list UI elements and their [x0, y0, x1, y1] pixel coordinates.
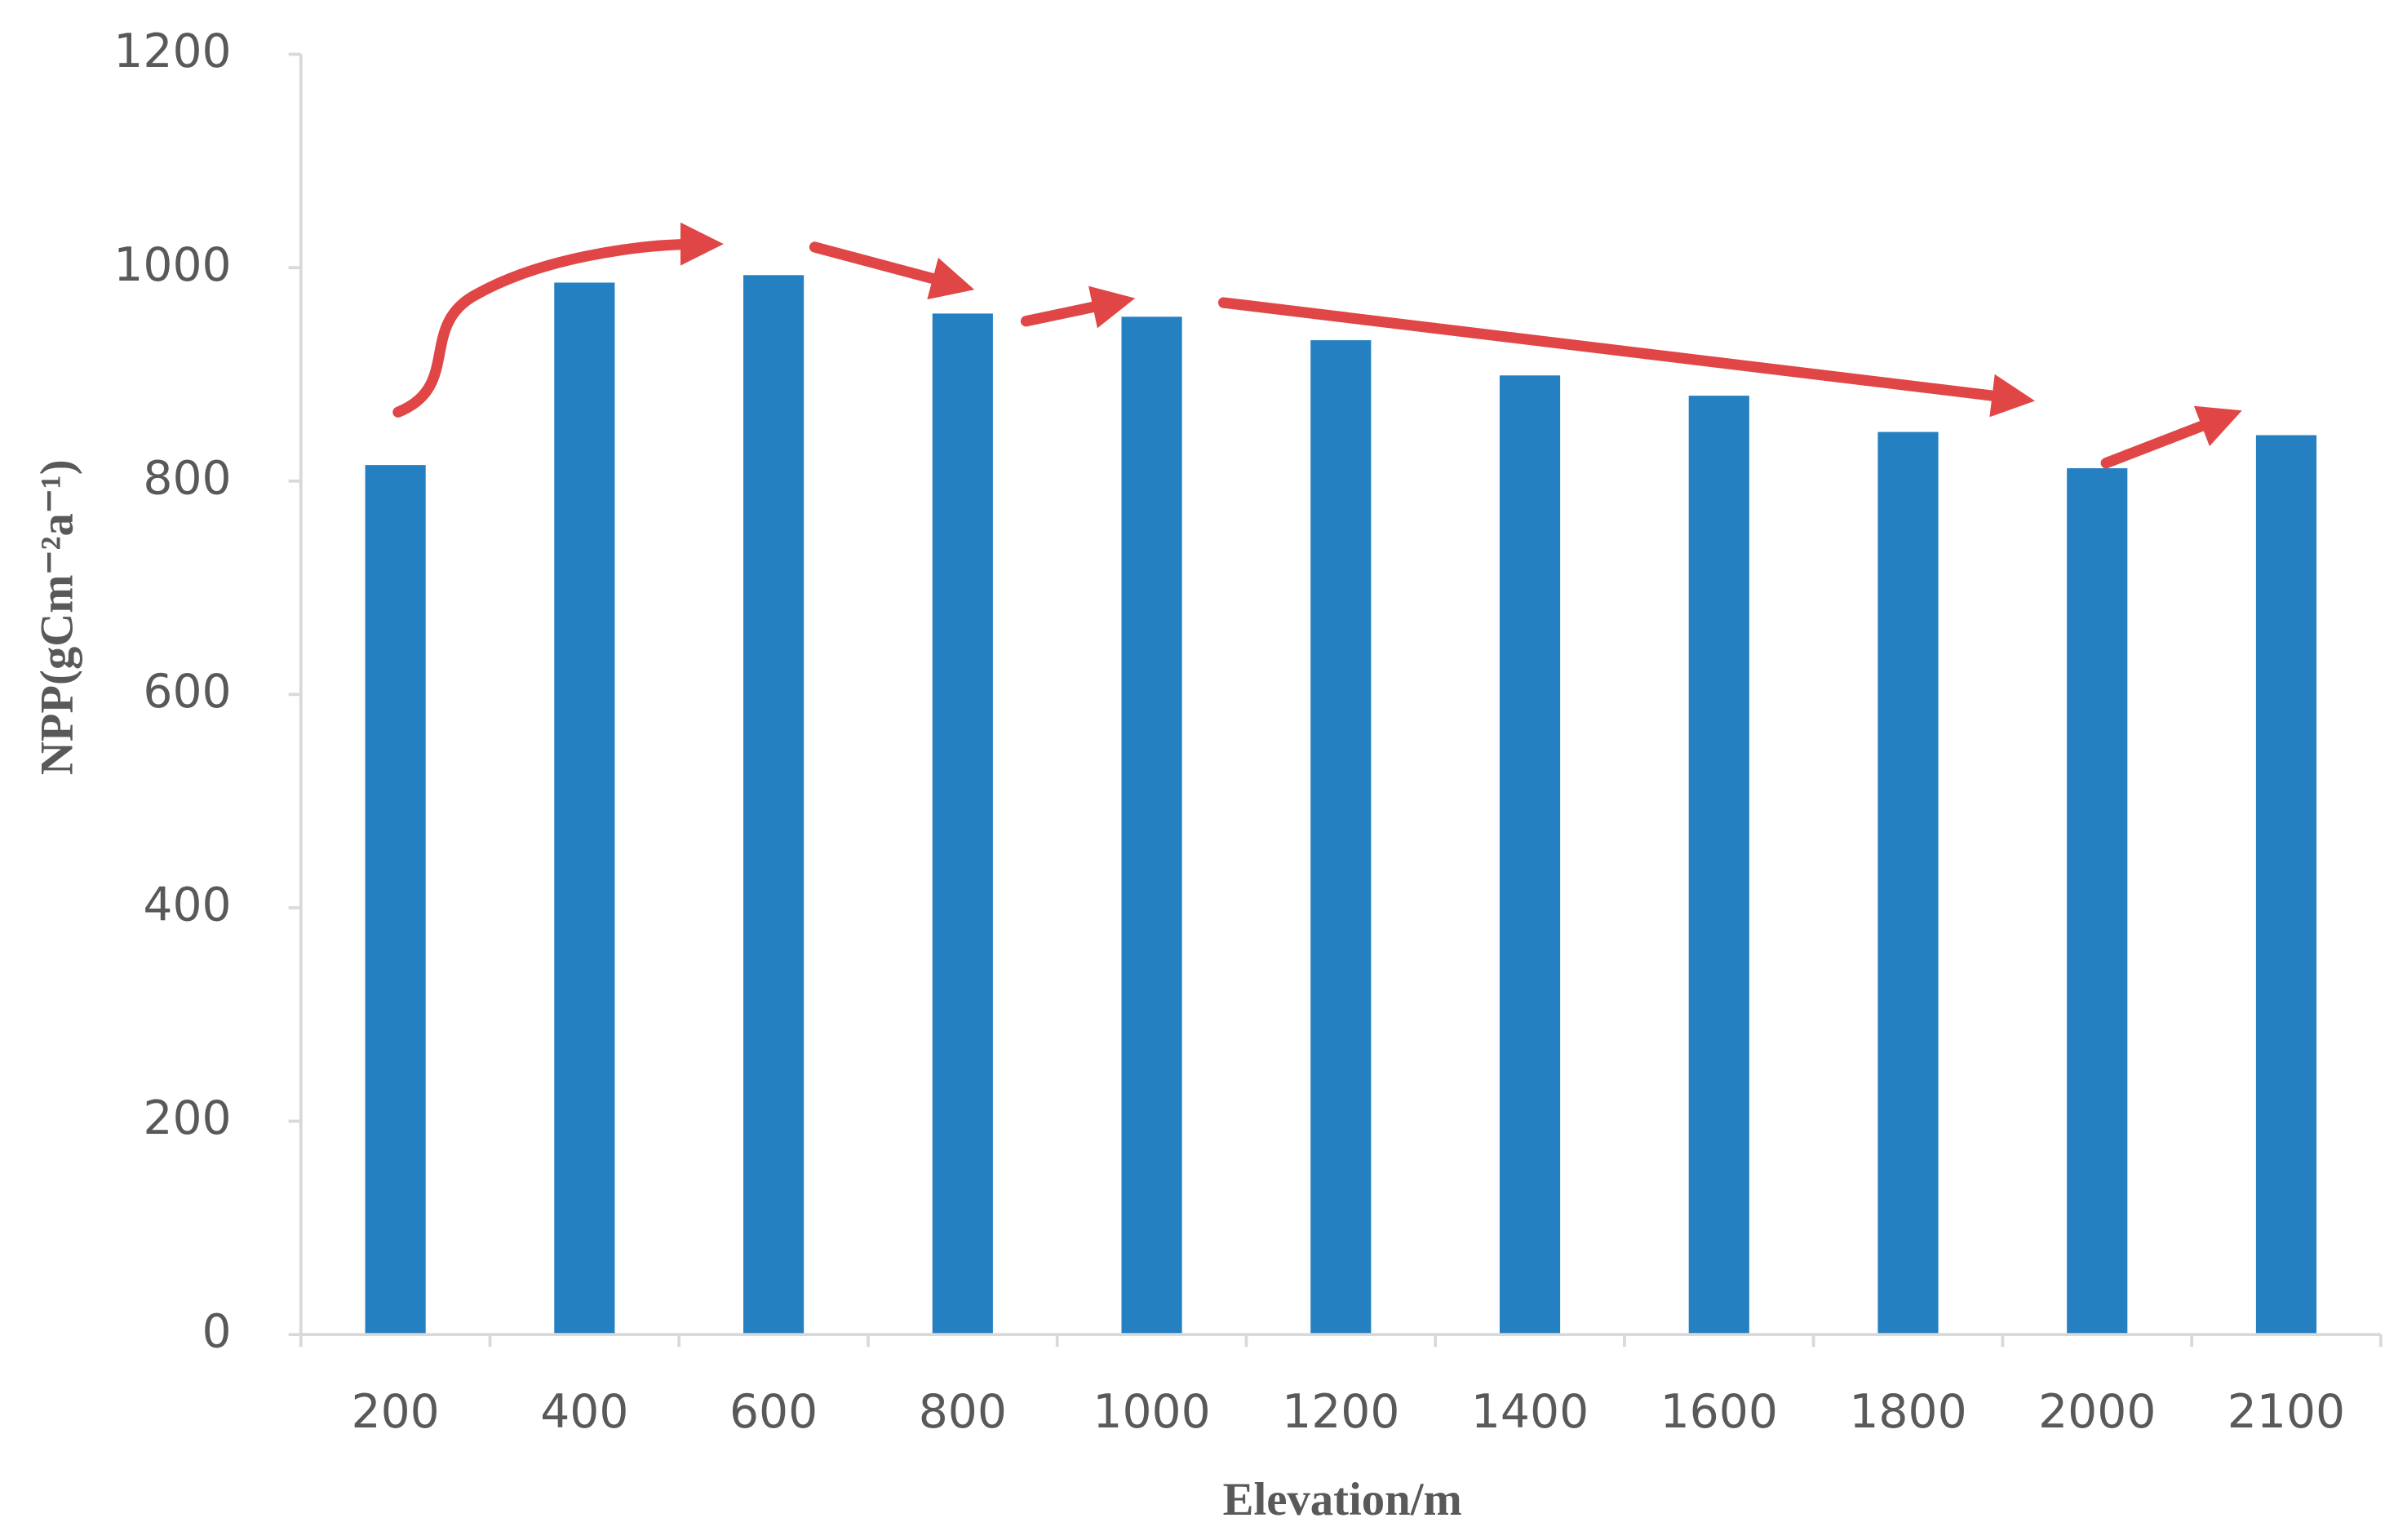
trend-arrow: [392, 222, 724, 418]
y-axis-title: NPP(gCm⁻²a⁻¹): [32, 459, 83, 775]
bar: [2067, 468, 2128, 1335]
y-tick-label: 1200: [113, 24, 231, 78]
bar: [2255, 435, 2317, 1335]
x-tick-label: 1000: [1093, 1385, 1210, 1439]
bar: [365, 465, 426, 1335]
x-tick-label: 2000: [2038, 1385, 2156, 1439]
x-tick-label: 1200: [1282, 1385, 1399, 1439]
x-tick-label: 400: [540, 1385, 628, 1439]
bar: [932, 313, 993, 1335]
plot-area: 0 200 400 600 800 1000 1200 200 400 600 800 1000 120…: [113, 24, 2383, 1439]
x-tick-label: 1800: [1849, 1385, 1966, 1439]
bar: [554, 282, 615, 1335]
trend-arrow: [809, 241, 975, 300]
bar: [1121, 316, 1182, 1335]
x-axis-title: Elevation/m: [1223, 1474, 1462, 1525]
trend-arrow: [2100, 405, 2242, 469]
bar: [1688, 396, 1749, 1335]
trend-arrow: [1217, 297, 2036, 418]
y-tick-label: 0: [202, 1305, 232, 1359]
y-tick-label: 200: [143, 1091, 231, 1145]
trend-arrows: [392, 222, 2242, 469]
x-tick-label: 800: [919, 1385, 1007, 1439]
x-tick-label: 1400: [1471, 1385, 1589, 1439]
trend-arrow: [1020, 285, 1136, 329]
x-tick-label: 600: [729, 1385, 818, 1439]
x-tick-label: 1600: [1660, 1385, 1778, 1439]
y-tick-label: 800: [143, 451, 231, 505]
bar: [1877, 431, 1939, 1335]
y-tick-label: 1000: [113, 238, 231, 292]
y-tick-label: 400: [143, 878, 231, 932]
y-tick-label: 600: [143, 665, 231, 719]
x-tick-label: 200: [351, 1385, 439, 1439]
bar: [1499, 375, 1561, 1335]
bar: [1310, 340, 1372, 1335]
bar: [743, 275, 805, 1335]
x-tick-label: 2100: [2227, 1385, 2345, 1439]
